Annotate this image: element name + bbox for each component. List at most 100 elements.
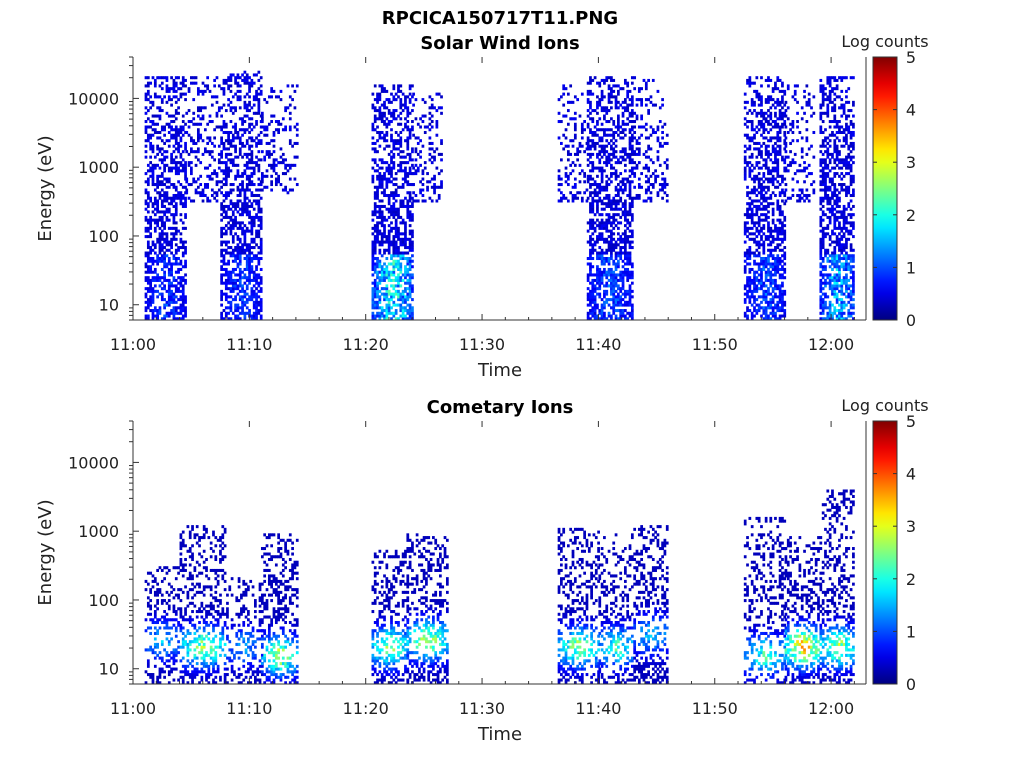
heatmap-cell <box>179 276 183 280</box>
heatmap-cell <box>163 287 166 291</box>
heatmap-cell <box>426 172 429 176</box>
heatmap-cell <box>222 226 226 230</box>
heatmap-cell <box>408 87 412 91</box>
heatmap-cell <box>610 317 613 320</box>
heatmap-cell <box>394 265 398 269</box>
heatmap-cell <box>149 298 153 302</box>
heatmap-cell <box>371 180 375 184</box>
heatmap-cell <box>259 158 263 162</box>
heatmap-cell <box>771 298 775 302</box>
heatmap-cell <box>174 278 178 282</box>
heatmap-cell <box>378 144 382 148</box>
heatmap-cell <box>656 125 660 129</box>
heatmap-cell <box>781 210 784 214</box>
heatmap-cell <box>607 202 611 206</box>
heatmap-cell <box>185 111 189 115</box>
heatmap-cell <box>819 270 823 274</box>
heatmap-cell <box>750 81 754 85</box>
heatmap-cell <box>598 185 602 189</box>
heatmap-cell <box>177 193 180 198</box>
heatmap-cell <box>392 246 396 250</box>
heatmap-cell <box>607 218 611 222</box>
heatmap-cell <box>149 136 153 140</box>
heatmap-cell <box>760 95 763 99</box>
heatmap-cell <box>757 221 761 225</box>
heatmap-cell <box>378 314 382 318</box>
heatmap-cell <box>371 317 375 320</box>
heatmap-cell <box>234 281 237 285</box>
heatmap-cell <box>184 226 187 230</box>
heatmap-cell <box>243 81 247 85</box>
heatmap-cell <box>598 235 602 239</box>
heatmap-cell <box>206 174 210 178</box>
heatmap-cell <box>163 251 166 255</box>
heatmap-cell <box>149 166 153 170</box>
heatmap-cell <box>220 106 223 110</box>
heatmap-cell <box>222 144 226 148</box>
heatmap-cell <box>762 174 766 178</box>
heatmap-cell <box>241 133 244 137</box>
heatmap-cell <box>628 183 632 187</box>
heatmap-cell <box>260 180 264 184</box>
heatmap-cell <box>160 267 164 271</box>
heatmap-cell <box>743 177 747 181</box>
heatmap-cell <box>184 92 187 96</box>
heatmap-cell <box>791 120 795 124</box>
heatmap-cell <box>181 309 185 313</box>
heatmap-cell <box>593 229 597 233</box>
heatmap-cell <box>426 188 429 192</box>
heatmap-cell <box>640 185 644 189</box>
heatmap-cell <box>245 284 249 288</box>
heatmap-cell <box>156 314 159 318</box>
heatmap-cell <box>231 237 235 241</box>
heatmap-cell <box>234 309 237 313</box>
heatmap-cell <box>385 240 389 244</box>
heatmap-cell <box>591 169 595 173</box>
heatmap-cell <box>192 139 196 143</box>
heatmap-cell <box>179 240 183 244</box>
heatmap-cell <box>589 240 592 244</box>
heatmap-cell <box>614 185 618 189</box>
heatmap-cell <box>753 191 756 195</box>
heatmap-cell <box>628 210 632 214</box>
heatmap-cell <box>238 306 242 310</box>
heatmap-cell <box>371 158 375 162</box>
heatmap-cell <box>238 246 242 250</box>
heatmap-cell <box>387 210 391 214</box>
heatmap-cell <box>259 300 263 304</box>
heatmap-cell <box>144 98 148 102</box>
heatmap-cell <box>607 215 611 219</box>
heatmap-cell <box>149 133 153 137</box>
heatmap-cell <box>390 273 393 277</box>
heatmap-cell <box>591 166 595 170</box>
heatmap-cell <box>153 276 157 280</box>
heatmap-cell <box>778 259 782 263</box>
heatmap-cell <box>156 183 159 187</box>
heatmap-cell <box>411 240 414 244</box>
heatmap-cell <box>748 270 752 274</box>
heatmap-cell <box>170 98 173 102</box>
heatmap-cell <box>783 103 787 107</box>
heatmap-cell <box>245 155 249 159</box>
heatmap-cell <box>185 150 189 154</box>
heatmap-cell <box>401 240 405 244</box>
heatmap-cell <box>612 237 616 241</box>
heatmap-cell <box>378 185 382 189</box>
heatmap-cell <box>265 174 269 178</box>
heatmap-cell <box>628 136 632 140</box>
heatmap-cell <box>179 303 183 307</box>
heatmap-cell <box>423 161 427 165</box>
heatmap-cell <box>172 298 176 302</box>
heatmap-cell <box>153 163 157 167</box>
heatmap-cell <box>783 311 787 315</box>
heatmap-cell <box>401 204 405 208</box>
heatmap-cell <box>566 122 570 126</box>
heatmap-cell <box>617 100 620 104</box>
heatmap-cell <box>630 295 634 299</box>
heatmap-cell <box>750 136 754 140</box>
heatmap-cell <box>612 232 616 236</box>
heatmap-cell <box>791 188 795 192</box>
heatmap-cell <box>146 109 150 113</box>
heatmap-cell <box>385 309 389 313</box>
heatmap-cell <box>783 262 787 266</box>
